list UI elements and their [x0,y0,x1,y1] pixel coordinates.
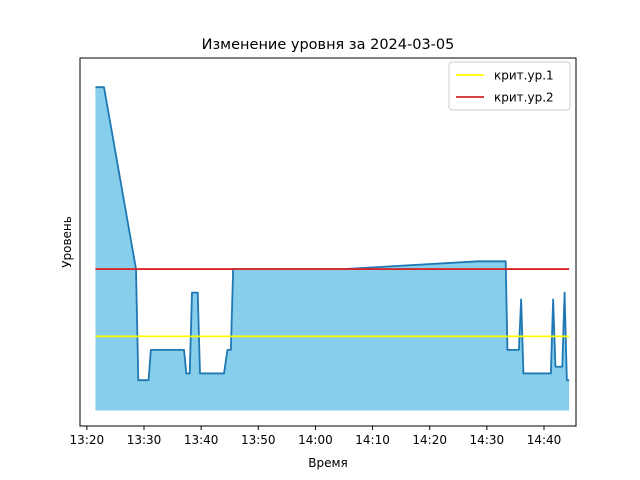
legend: крит.ур.1 крит.ур.2 [448,61,571,111]
level-line [95,86,570,382]
x-tick-label: 14:00 [298,433,333,447]
legend-label-1: крит.ур.1 [494,69,554,83]
x-tick-label: 14:40 [527,433,562,447]
x-tick-label: 14:10 [355,433,390,447]
x-axis: 13:20 13:30 13:40 13:50 14:00 14:10 14:20 14:30… [70,426,562,447]
x-tick-label: 13:50 [241,433,276,447]
axes-frame [79,57,577,427]
y-axis-label: Уровень [60,216,74,268]
chart-title: Изменение уровня за 2024-03-05 [202,37,455,53]
x-tick-label: 13:30 [127,433,162,447]
plot-area [95,86,570,411]
x-tick-label: 14:20 [412,433,447,447]
x-axis-label: Время [308,456,348,470]
threshold-lines [95,268,570,338]
legend-box [448,61,571,111]
x-tick-label: 14:30 [470,433,505,447]
x-tick-label: 13:20 [70,433,105,447]
x-tick-label: 13:40 [184,433,219,447]
level-area-fill [95,87,570,411]
legend-label-2: крит.ур.2 [494,91,554,105]
